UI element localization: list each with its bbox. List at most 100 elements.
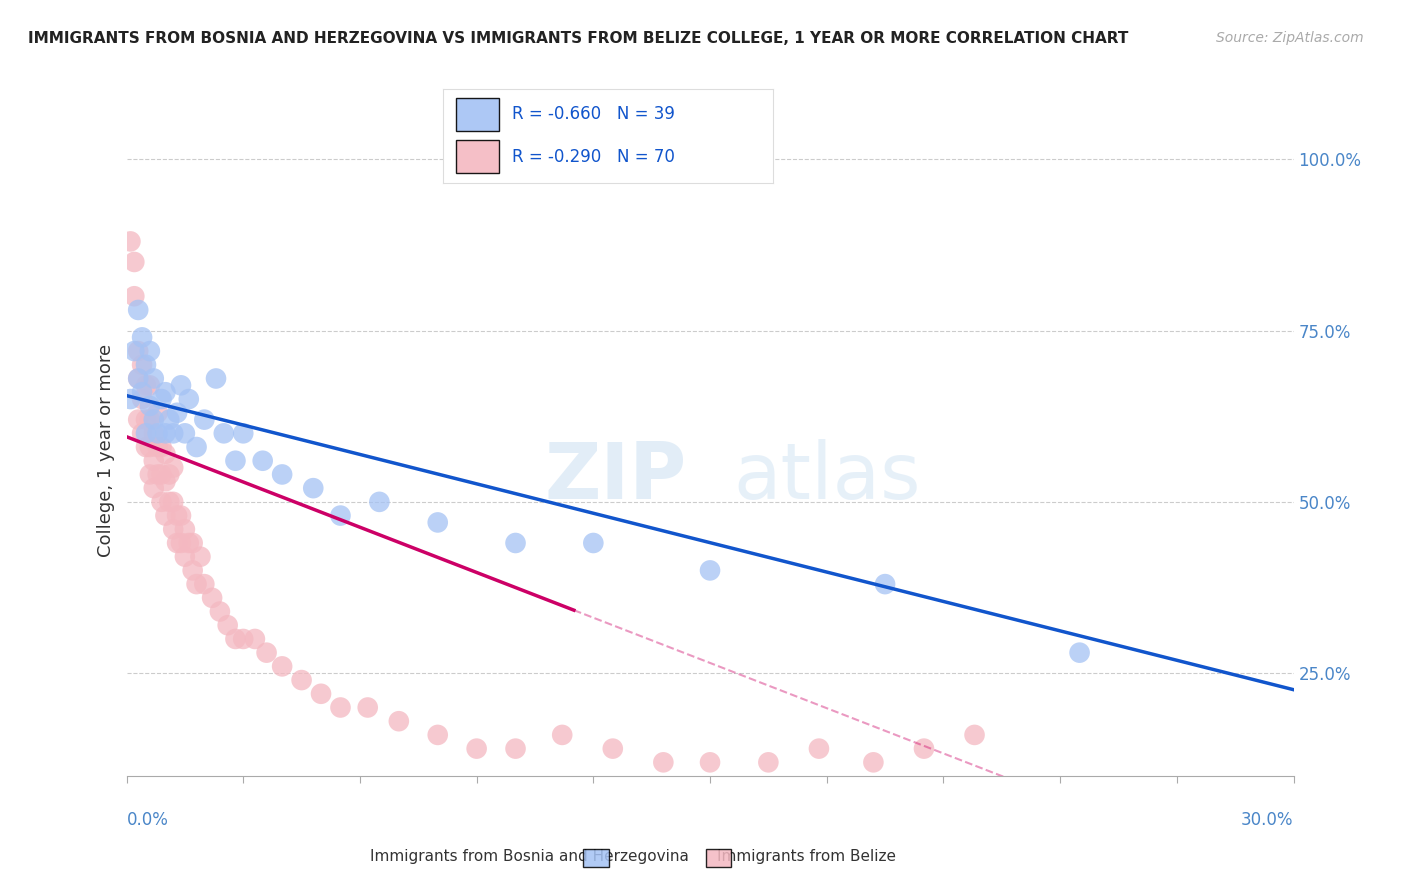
Point — [309, 687, 332, 701]
Point — [135, 426, 157, 441]
Point — [124, 289, 146, 303]
Point — [193, 412, 215, 426]
Point — [582, 536, 605, 550]
Point — [135, 440, 157, 454]
Point — [155, 508, 177, 523]
FancyBboxPatch shape — [456, 140, 499, 173]
Point — [388, 714, 411, 729]
Point — [329, 508, 352, 523]
Point — [290, 673, 312, 687]
Point — [162, 426, 184, 441]
Point — [150, 467, 173, 482]
Point — [150, 495, 173, 509]
Point — [135, 412, 157, 426]
Point — [139, 467, 162, 482]
Point — [186, 440, 208, 454]
Point — [186, 577, 208, 591]
Point — [271, 659, 294, 673]
Point — [146, 406, 169, 420]
Point — [131, 330, 153, 344]
Point — [157, 495, 180, 509]
Point — [142, 412, 165, 426]
Point — [181, 536, 204, 550]
Point — [177, 392, 200, 406]
Point — [190, 549, 212, 564]
Point — [505, 741, 527, 756]
Point — [232, 426, 254, 441]
Point — [208, 605, 231, 619]
Point — [912, 741, 935, 756]
Point — [127, 371, 149, 385]
Point — [368, 495, 391, 509]
Point — [139, 399, 162, 413]
Point — [162, 495, 184, 509]
Point — [602, 741, 624, 756]
Text: ZIP: ZIP — [544, 439, 686, 515]
Point — [135, 378, 157, 392]
Point — [252, 454, 274, 468]
Point — [162, 522, 184, 536]
Point — [150, 392, 173, 406]
Point — [146, 440, 169, 454]
Point — [166, 536, 188, 550]
Point — [157, 412, 180, 426]
Point — [329, 700, 352, 714]
Text: R = -0.660   N = 39: R = -0.660 N = 39 — [512, 105, 675, 123]
Point — [699, 563, 721, 577]
Point — [127, 302, 149, 317]
Point — [174, 426, 197, 441]
Point — [201, 591, 224, 605]
Point — [212, 426, 235, 441]
Point — [127, 344, 149, 359]
Point — [875, 577, 897, 591]
Point — [142, 481, 165, 495]
Point — [139, 344, 162, 359]
Point — [193, 577, 215, 591]
Point — [551, 728, 574, 742]
Point — [170, 508, 193, 523]
Point — [243, 632, 266, 646]
Point — [155, 447, 177, 461]
Point — [224, 632, 246, 646]
Text: atlas: atlas — [734, 439, 921, 515]
Point — [174, 549, 197, 564]
Point — [465, 741, 488, 756]
Point — [1069, 646, 1091, 660]
Point — [155, 475, 177, 489]
Text: 30.0%: 30.0% — [1241, 811, 1294, 829]
Text: 0.0%: 0.0% — [127, 811, 169, 829]
Point — [357, 700, 380, 714]
Y-axis label: College, 1 year or more: College, 1 year or more — [97, 344, 115, 557]
Text: Source: ZipAtlas.com: Source: ZipAtlas.com — [1216, 31, 1364, 45]
Point — [127, 412, 149, 426]
Point — [756, 756, 779, 770]
Point — [807, 741, 830, 756]
Point — [174, 522, 197, 536]
Point — [124, 255, 146, 269]
Point — [150, 440, 173, 454]
Point — [142, 371, 165, 385]
Text: R = -0.290   N = 70: R = -0.290 N = 70 — [512, 148, 675, 166]
Point — [155, 385, 177, 400]
Point — [217, 618, 239, 632]
Point — [120, 235, 142, 249]
Point — [170, 536, 193, 550]
Point — [224, 454, 246, 468]
Point — [166, 406, 188, 420]
Text: Immigrants from Bosnia and Herzegovina: Immigrants from Bosnia and Herzegovina — [370, 849, 689, 863]
Point — [862, 756, 884, 770]
Point — [139, 412, 162, 426]
Point — [131, 426, 153, 441]
Point — [426, 516, 449, 530]
Point — [166, 508, 188, 523]
Point — [146, 426, 169, 441]
Point — [139, 378, 162, 392]
Point — [155, 426, 177, 441]
Point — [157, 467, 180, 482]
FancyBboxPatch shape — [456, 97, 499, 131]
Point — [142, 454, 165, 468]
Point — [181, 563, 204, 577]
Point — [505, 536, 527, 550]
Point — [699, 756, 721, 770]
Point — [963, 728, 986, 742]
